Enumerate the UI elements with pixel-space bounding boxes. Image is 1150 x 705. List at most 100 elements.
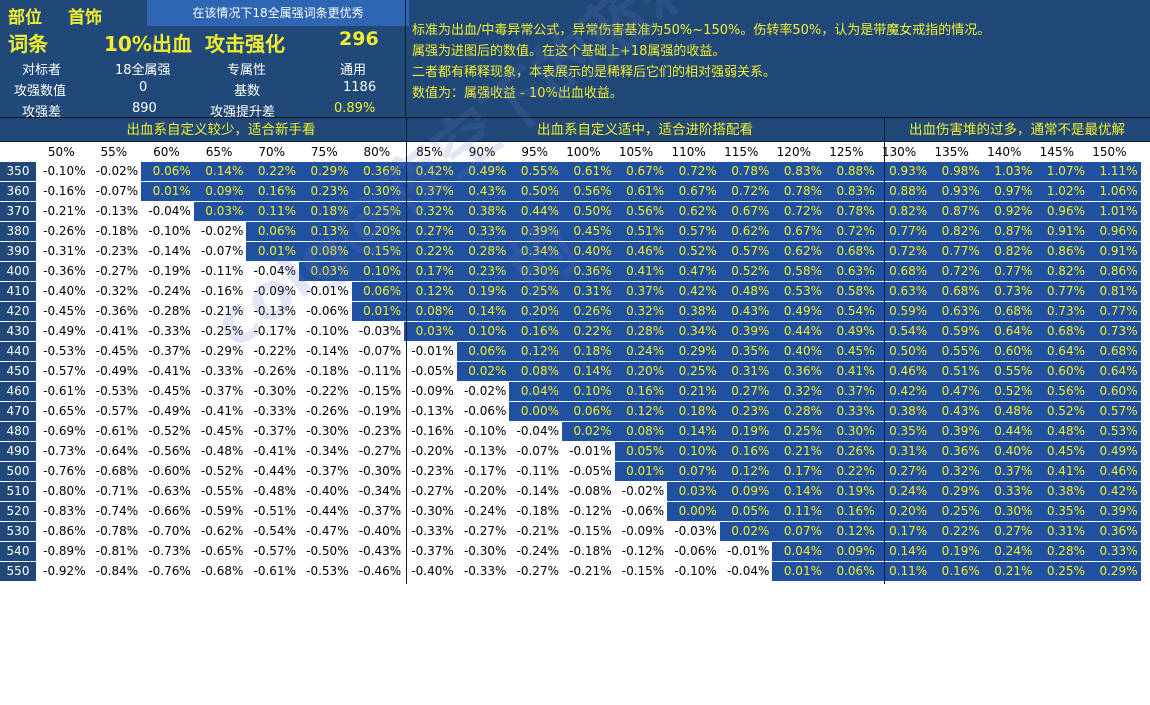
row-label: 520: [0, 502, 36, 521]
table-cell: -0.07%: [509, 442, 562, 461]
table-cell: -0.53%: [36, 342, 89, 361]
table-cell: -0.23%: [88, 242, 142, 261]
table-cell: -0.11%: [351, 362, 405, 381]
table-cell: 0.31%: [562, 282, 615, 301]
table-cell: 0.14%: [456, 302, 510, 321]
table-cell: -0.41%: [246, 442, 299, 461]
table-cell: -0.47%: [299, 522, 352, 541]
table-cell: -0.45%: [141, 382, 194, 401]
table-cell: 0.55%: [982, 362, 1036, 381]
table-cell: 0.93%: [877, 162, 931, 181]
table-cell: 0.19%: [719, 422, 773, 441]
table-cell: 0.27%: [719, 382, 773, 401]
table-cell: -0.22%: [246, 342, 299, 361]
table-cell: -0.05%: [404, 362, 457, 381]
table-cell: 0.64%: [982, 322, 1036, 341]
table-cell: 0.56%: [614, 202, 668, 221]
table-cell: 0.29%: [1088, 562, 1141, 581]
table-cell: 0.67%: [614, 162, 668, 181]
table-cell: -0.37%: [404, 542, 457, 561]
table-cell: 0.02%: [456, 362, 510, 381]
table-cell: -0.18%: [509, 502, 562, 521]
table-cell: -0.48%: [193, 442, 247, 461]
table-cell: -0.65%: [193, 542, 247, 561]
table-cell: 0.68%: [1088, 342, 1141, 361]
table-cell: 0.41%: [1035, 462, 1088, 481]
table-cell: 0.24%: [982, 542, 1036, 561]
table-cell: 0.35%: [719, 342, 773, 361]
table-cell: 1.06%: [1088, 182, 1141, 201]
table-cell: -0.30%: [351, 462, 405, 481]
table-cell: 0.77%: [1088, 302, 1141, 321]
table-cell: -0.40%: [299, 482, 352, 501]
table-cell: 0.38%: [1035, 482, 1088, 501]
table-cell: 0.72%: [772, 202, 825, 221]
table-cell: 0.06%: [351, 282, 405, 301]
table-cell: -0.25%: [193, 322, 247, 341]
table-cell: 0.02%: [562, 422, 615, 441]
table-cell: 0.10%: [562, 382, 615, 401]
table-cell: 0.40%: [982, 442, 1036, 461]
table-cell: 1.03%: [982, 162, 1036, 181]
table-cell: 0.72%: [930, 262, 983, 281]
table-cell: -0.30%: [299, 422, 352, 441]
table-cell: 0.62%: [667, 202, 720, 221]
section-excess: 出血伤害堆的过多，通常不是最优解: [909, 122, 1125, 138]
table-cell: -0.18%: [299, 362, 352, 381]
table-cell: -0.27%: [456, 522, 510, 541]
table-cell: -0.21%: [562, 562, 615, 581]
table-cell: 0.77%: [1035, 282, 1088, 301]
table-cell: 0.62%: [719, 222, 773, 241]
table-cell: 0.29%: [299, 162, 352, 181]
table-cell: -0.37%: [193, 382, 247, 401]
table-cell: 0.86%: [1088, 262, 1141, 281]
table-cell: 0.34%: [667, 322, 720, 341]
table-cell: 0.00%: [667, 502, 720, 521]
table-cell: 0.08%: [614, 422, 668, 441]
column-header-row: 50% 55% 60% 65% 70% 75% 80% 85% 90% 95% 100% 105% 11…: [0, 142, 1150, 162]
table-cell: -0.02%: [193, 222, 247, 241]
table-cell: 0.32%: [404, 202, 457, 221]
table-cell: -0.41%: [141, 362, 194, 381]
table-cell: 0.22%: [825, 462, 878, 481]
table-cell: -0.50%: [299, 542, 352, 561]
table-cell: 0.11%: [772, 502, 825, 521]
table-cell: 0.57%: [719, 242, 773, 261]
table-cell: -0.10%: [141, 222, 194, 241]
table-cell: 0.51%: [930, 362, 983, 381]
table-cell: 0.22%: [930, 522, 983, 541]
table-cell: 0.26%: [562, 302, 615, 321]
table-cell: -0.13%: [88, 202, 142, 221]
table-cell: -0.18%: [88, 222, 142, 241]
table-cell: 0.82%: [1035, 262, 1088, 281]
table-cell: 0.45%: [1035, 442, 1088, 461]
row-label: 480: [0, 422, 36, 441]
table-cell: -0.56%: [141, 442, 194, 461]
table-cell: -0.43%: [351, 542, 405, 561]
table-cell: 0.49%: [1088, 442, 1141, 461]
atk-num-label: 攻强数值: [14, 84, 67, 99]
table-cell: 0.21%: [982, 562, 1036, 581]
attack-value: 296: [339, 28, 379, 50]
table-cell: 0.55%: [509, 162, 562, 181]
attack-label: 攻击强化: [205, 32, 285, 56]
table-cell: 0.25%: [667, 362, 720, 381]
table-cell: 0.41%: [614, 262, 668, 281]
table-cell: 0.52%: [719, 262, 773, 281]
table-cell: -0.27%: [509, 562, 562, 581]
table-cell: -0.01%: [562, 442, 615, 461]
table-cell: -0.84%: [88, 562, 142, 581]
table-cell: 0.93%: [930, 182, 983, 201]
table-cell: -0.66%: [141, 502, 194, 521]
table-cell: 0.31%: [877, 442, 931, 461]
row-label: 510: [0, 482, 36, 501]
table-cell: 0.37%: [825, 382, 878, 401]
table-cell: 0.64%: [1088, 362, 1141, 381]
table-cell: 0.56%: [562, 182, 615, 201]
column-header: 115%: [724, 145, 759, 159]
table-cell: -0.86%: [36, 522, 89, 541]
table-cell: -0.09%: [404, 382, 457, 401]
table-cell: 0.37%: [404, 182, 457, 201]
table-cell: 0.44%: [772, 322, 825, 341]
table-cell: 0.20%: [509, 302, 562, 321]
